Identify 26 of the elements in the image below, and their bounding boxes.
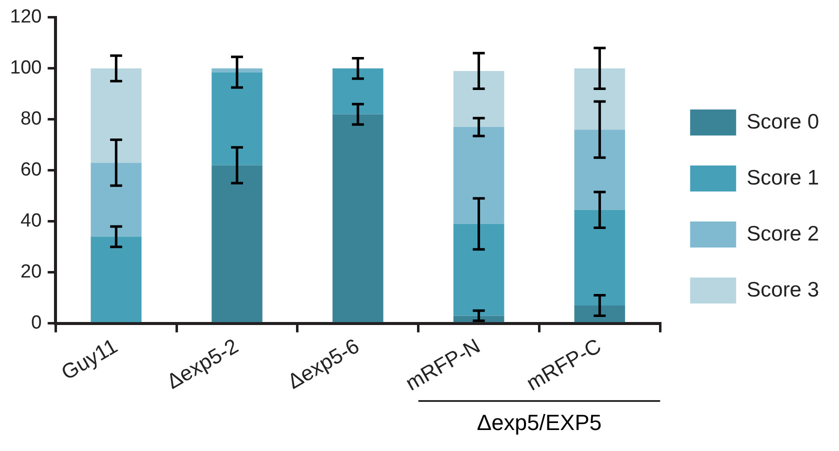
legend-label: Score 3 xyxy=(746,278,820,302)
text: Δexp5/EXP5 xyxy=(476,410,602,436)
legend-label: Score 2 xyxy=(746,222,820,246)
bar xyxy=(90,68,142,163)
y-tick-label: 20 xyxy=(20,262,42,283)
y-tick-label: 120 xyxy=(10,6,42,28)
bar xyxy=(332,114,384,322)
bar xyxy=(574,306,626,322)
bar xyxy=(212,165,262,322)
y-tick-label: 40 xyxy=(20,210,42,232)
legend-label: Score 1 xyxy=(746,166,820,190)
y-tick-label: 100 xyxy=(10,58,42,79)
bar xyxy=(212,72,262,166)
legend-label: Score 0 xyxy=(746,110,820,134)
bar xyxy=(90,162,142,237)
bar xyxy=(90,236,142,322)
bar xyxy=(453,70,504,128)
y-tick-label: 80 xyxy=(20,108,42,130)
y-tick-label: 60 xyxy=(20,160,42,181)
bar xyxy=(453,127,504,224)
bar xyxy=(574,210,626,306)
bar xyxy=(453,224,504,316)
bar xyxy=(574,68,626,130)
bar xyxy=(574,130,626,210)
bar xyxy=(332,68,384,114)
y-tick-label: 0 xyxy=(31,312,42,334)
